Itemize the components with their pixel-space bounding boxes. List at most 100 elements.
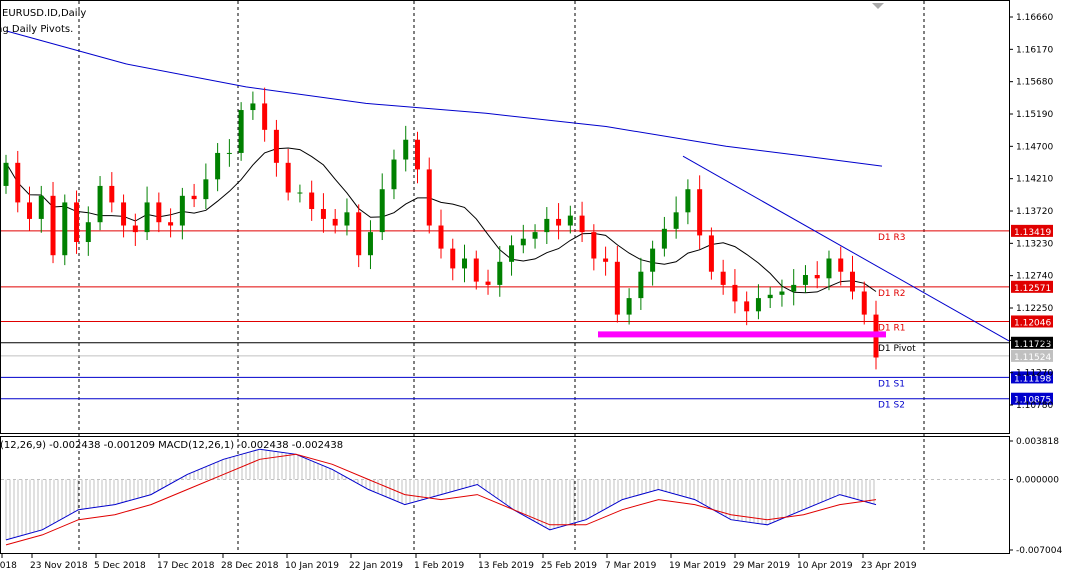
candle-body	[332, 218, 338, 226]
candle-body	[344, 212, 350, 226]
candle	[226, 139, 232, 167]
pivot-level-label: D1 R2	[878, 289, 906, 299]
candle-body	[462, 258, 468, 269]
candle	[532, 224, 538, 249]
pivot-level-tag-label: 1.10875	[1014, 396, 1051, 406]
candle-body	[485, 281, 491, 285]
candle-body	[15, 162, 21, 203]
pivot-level-tag-label: 1.11198	[1014, 374, 1051, 384]
candle-body	[191, 195, 197, 200]
candle	[685, 179, 691, 225]
current-price-tag	[1011, 349, 1053, 362]
candle-body	[791, 284, 797, 292]
candle-body	[697, 189, 703, 236]
candle	[50, 181, 56, 264]
candle	[650, 240, 656, 286]
candle-body	[532, 232, 538, 239]
candle	[414, 131, 420, 184]
candle	[755, 284, 761, 320]
candle-body	[121, 202, 127, 226]
macd-axis-label: 0.003818	[1016, 437, 1059, 447]
candle-body	[97, 185, 103, 223]
pivot-level-tag	[1011, 371, 1053, 384]
candle-body	[156, 202, 162, 223]
candle-body	[285, 162, 291, 193]
candle-body	[215, 152, 221, 180]
scroll-arrow-icon[interactable]	[872, 3, 884, 9]
pivot-level-tag-label: 1.11723	[1014, 340, 1051, 350]
candle	[626, 288, 632, 325]
date-tick-label: 10 Jan 2019	[285, 561, 339, 571]
candle	[556, 203, 562, 240]
candle	[97, 176, 103, 231]
current-price-tag-label: 1.11524	[1014, 353, 1051, 363]
candle	[814, 261, 820, 289]
candle	[3, 154, 9, 194]
date-tick-label: 19 Mar 2019	[669, 561, 726, 571]
candle	[826, 250, 832, 291]
candle-body	[426, 169, 432, 226]
price-tick-label: 1.14700	[1016, 142, 1053, 152]
candle-body	[708, 235, 714, 272]
candle	[74, 190, 80, 254]
ma-fast-line	[5, 147, 877, 294]
date-tick-label: 28 Dec 2018	[221, 561, 279, 571]
macd-main-line	[5, 448, 877, 541]
date-tick-label: 2018	[0, 561, 17, 571]
candle	[849, 255, 855, 300]
candle-body	[85, 222, 91, 243]
price-tick-label: 1.10780	[1016, 401, 1053, 411]
moving-averages	[5, 30, 883, 294]
candle	[438, 209, 444, 259]
date-tick-label: 23 Apr 2019	[861, 561, 917, 571]
candle-body	[62, 202, 68, 256]
pivot-level-tag	[1011, 392, 1053, 405]
candle-body	[473, 258, 479, 282]
candle	[179, 187, 185, 240]
candle-body	[262, 103, 268, 130]
candle-body	[168, 222, 174, 226]
candle-body	[638, 271, 644, 299]
candle-body	[614, 261, 620, 315]
candle	[356, 204, 362, 268]
candle	[509, 235, 515, 276]
candle	[238, 102, 244, 161]
candle-body	[309, 192, 315, 210]
candle-body	[826, 258, 832, 279]
candle	[544, 207, 550, 244]
candle-body	[273, 129, 279, 163]
candle-body	[367, 232, 373, 256]
candle-body	[509, 245, 515, 262]
candle-body	[767, 294, 773, 299]
macd-signal-line	[5, 453, 877, 546]
candle	[861, 281, 867, 325]
candle	[779, 279, 785, 307]
candle-body	[450, 248, 456, 269]
candle	[379, 173, 385, 241]
candle-body	[673, 212, 679, 229]
price-tick-label: 1.11270	[1016, 369, 1053, 379]
candle	[309, 180, 315, 221]
candle	[215, 143, 221, 192]
candle	[250, 91, 256, 120]
candle-body	[320, 209, 326, 219]
main-chart-frame	[0, 0, 1010, 434]
candle-body	[297, 192, 303, 194]
candle-body	[356, 212, 362, 256]
ma-slow-line	[5, 30, 883, 167]
candle	[732, 269, 738, 314]
indicator-label: ng Daily Pivots.	[0, 24, 73, 35]
price-tick-label: 1.13230	[1016, 239, 1053, 249]
candle	[320, 193, 326, 233]
candle-body	[74, 202, 80, 243]
date-axis: 2018 23 Nov 2018 5 Dec 2018 17 Dec 2018 28 D…	[0, 553, 917, 571]
candle	[708, 227, 714, 280]
candle-body	[720, 271, 726, 285]
candle	[62, 194, 68, 266]
candle	[391, 149, 397, 200]
pivot-level-tag-label: 1.12571	[1014, 284, 1051, 294]
candle	[156, 192, 162, 233]
pivot-level-tag	[1011, 280, 1053, 293]
candle	[85, 206, 91, 256]
candle-body	[556, 218, 562, 226]
